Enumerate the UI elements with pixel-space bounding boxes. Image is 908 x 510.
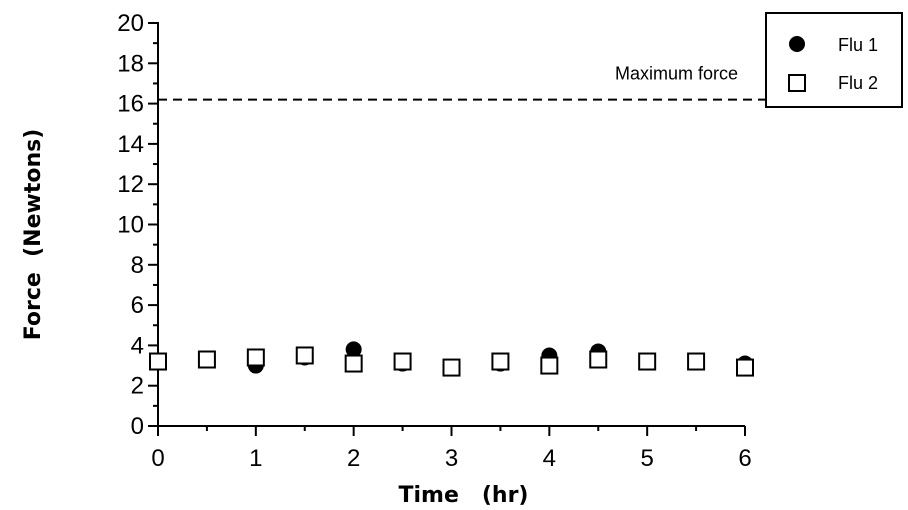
y-axis-ticks: 0 2 4 6 8 10 12 14 16 18 20 xyxy=(117,10,158,440)
flu-2-point xyxy=(491,352,510,371)
legend-box xyxy=(765,12,903,108)
y-tick-label: 12 xyxy=(117,171,144,198)
flu-2-point xyxy=(393,352,412,371)
y-tick-label: 18 xyxy=(117,50,144,77)
legend-marker-flu-2 xyxy=(788,74,806,92)
x-axis-ticks: 0 1 2 3 4 5 6 xyxy=(151,426,752,472)
legend-label-flu-1: Flu 1 xyxy=(838,35,878,55)
x-tick-label: 3 xyxy=(445,445,458,472)
flu-2-point xyxy=(589,350,608,369)
legend-marker-flu-1 xyxy=(789,36,805,52)
data-markers xyxy=(149,341,754,377)
flu-2-point xyxy=(442,358,461,377)
y-tick-label: 0 xyxy=(131,413,144,440)
flu-2-point xyxy=(736,358,754,377)
x-tick-label: 2 xyxy=(347,445,360,472)
x-tick-label: 5 xyxy=(640,445,653,472)
legend-label-flu-2: Flu 2 xyxy=(838,73,878,93)
y-tick-label: 6 xyxy=(131,292,144,319)
flu-2-point xyxy=(344,354,363,373)
y-tick-label: 8 xyxy=(131,252,144,279)
flu-2-point xyxy=(246,348,265,367)
x-axis-title: Time (hr) xyxy=(399,483,529,508)
y-tick-label: 2 xyxy=(131,373,144,400)
y-tick-label: 14 xyxy=(117,131,144,158)
y-tick-label: 20 xyxy=(117,10,144,37)
flu-2-point xyxy=(540,356,559,375)
x-tick-label: 6 xyxy=(738,445,751,472)
x-tick-label: 0 xyxy=(151,445,164,472)
flu-2-point xyxy=(687,352,706,371)
x-tick-label: 4 xyxy=(543,445,556,472)
legend: Flu 1 Flu 2 xyxy=(765,12,903,108)
maximum-force-label: Maximum force xyxy=(615,64,738,84)
flu-2-point xyxy=(197,350,216,369)
flu-2-point xyxy=(295,346,314,365)
y-axis-title: Force (Newtons) xyxy=(21,129,46,341)
x-tick-label: 1 xyxy=(249,445,262,472)
flu-2-point xyxy=(638,352,657,371)
flu-1-point xyxy=(345,341,362,358)
y-tick-label: 4 xyxy=(131,332,144,359)
flu-2-point xyxy=(149,352,167,371)
y-tick-label: 10 xyxy=(117,212,144,239)
y-tick-label: 16 xyxy=(117,91,144,118)
